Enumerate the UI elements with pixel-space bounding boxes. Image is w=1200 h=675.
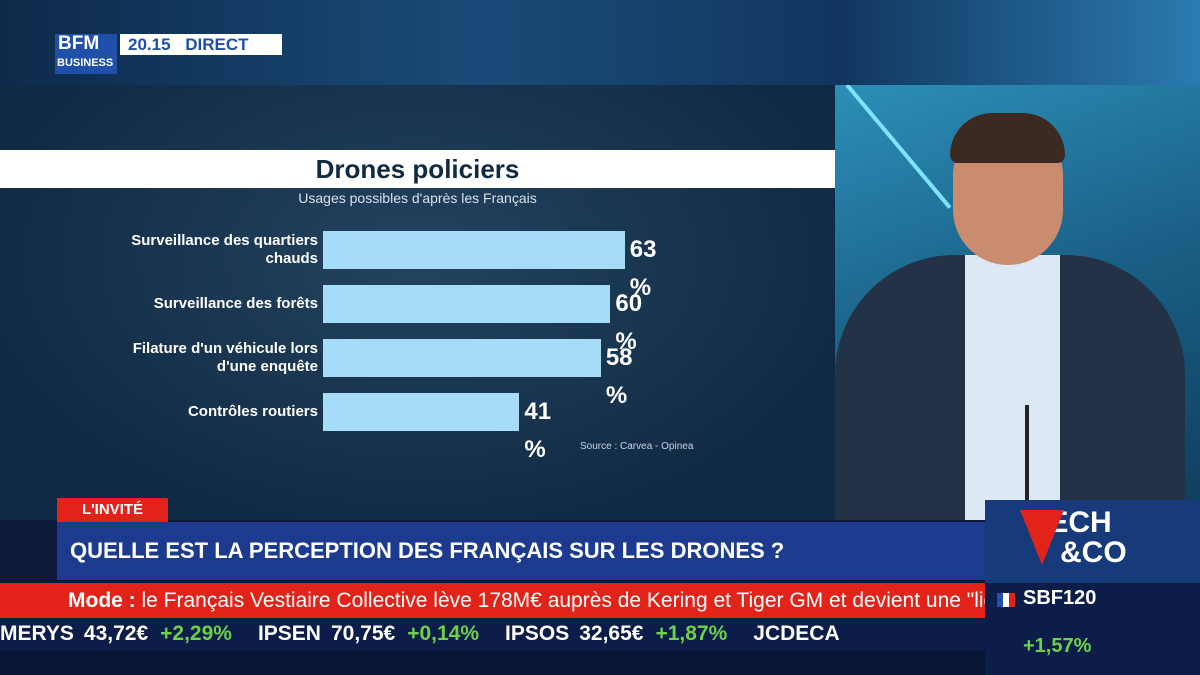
chart-subtitle: Usages possibles d'après les Français [298, 190, 537, 206]
stock-item: IPSOS 32,65€ +1,87% [505, 618, 727, 650]
category-label: Filature d'un véhicule lors d'une enquêt… [132, 340, 318, 375]
stock-change: +0,14% [407, 622, 480, 645]
news-text: le Français Vestiaire Collective lève 17… [141, 589, 986, 612]
hair [950, 113, 1065, 163]
stock-item: MERYS 43,72€ +2,29% [0, 618, 232, 650]
live: DIRECT [185, 35, 249, 54]
light [845, 85, 952, 209]
stock-name: IPSOS [505, 622, 570, 645]
value-label: 58 % [605, 344, 633, 409]
show-logo: TECH &CO [985, 500, 1200, 583]
source: Source : Carvea - Opinea [580, 441, 694, 452]
category-label: Surveillance des forêts [153, 295, 318, 312]
title-bar: Drones policiers [0, 150, 835, 188]
shirt [965, 255, 1060, 520]
stock-ticker: MERYS 43,72€ +2,29% IPSEN 70,75€ +0,14% IPSOS 3… [0, 618, 985, 650]
stock-price: 43,72€ [83, 622, 149, 645]
stock-price: 70,75€ [330, 622, 396, 645]
value-label: 63 % [629, 236, 657, 301]
bottom-band [0, 650, 985, 675]
news-section: Mode : [68, 589, 136, 612]
news-ticker: Mode : le Français Vestiaire Collective … [0, 583, 985, 618]
flag [997, 593, 1015, 607]
show-logo-bottom: &CO [1060, 536, 1127, 569]
value-label: 60 % [615, 290, 643, 355]
category-label: Contrôles routiers [187, 403, 318, 420]
bar [323, 231, 625, 269]
logo-triangle [1020, 510, 1064, 565]
headline: QUELLE EST LA PERCEPTION DES FRANÇAIS SU… [70, 538, 785, 563]
stock-change: +1,87% [655, 622, 728, 645]
index-change: +1,57% [1023, 635, 1092, 657]
logo: BFM BUSINESS [55, 34, 117, 74]
value-label: 41 % [524, 398, 552, 463]
stock-name: JCDECA [753, 622, 840, 645]
stock-price: 32,65€ [579, 622, 644, 645]
logo-bottom: BUSINESS [57, 57, 114, 69]
logo-top: BFM [58, 33, 100, 54]
studio [835, 85, 1200, 520]
stock-item: JCDECA [753, 618, 849, 650]
bar [323, 285, 611, 323]
bar [323, 393, 520, 431]
time: 20.15 [128, 35, 171, 54]
clock-box: 20.15 DIRECT [120, 34, 282, 55]
tag: L'INVITÉ [57, 498, 168, 522]
microphone [1025, 405, 1029, 515]
headline-band: QUELLE EST LA PERCEPTION DES FRANÇAIS SU… [57, 522, 985, 580]
stock-item: IPSEN 70,75€ +0,14% [258, 618, 479, 650]
stock-change: +2,29% [160, 622, 232, 645]
category-label: Surveillance des quartiers chauds [131, 232, 318, 267]
stock-name: IPSEN [257, 622, 321, 645]
bar [323, 339, 601, 377]
chart-title: Drones policiers [315, 154, 520, 184]
stock-name: MERYS [0, 622, 74, 645]
index-box: SBF120 +1,57% [985, 583, 1200, 675]
index-name: SBF120 [1023, 587, 1097, 609]
